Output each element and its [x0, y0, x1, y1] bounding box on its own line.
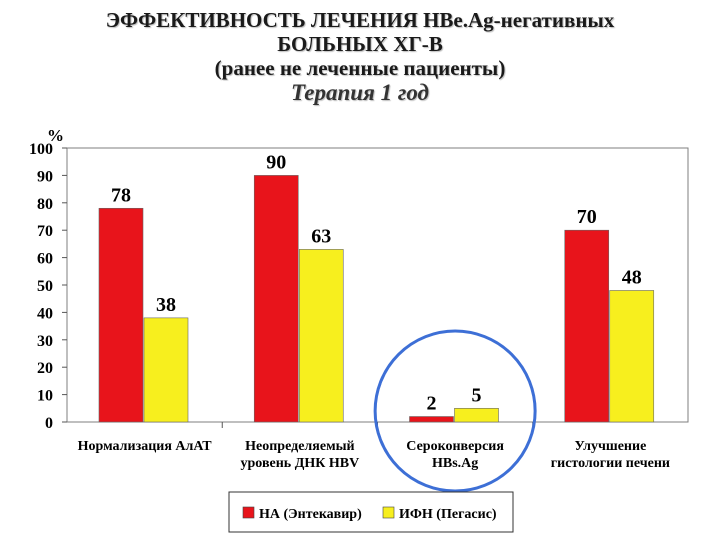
data-label: 70 — [577, 206, 597, 228]
bar-na — [564, 229, 610, 423]
bar-ifn — [609, 290, 655, 423]
y-tick-label: 0 — [45, 415, 53, 432]
title-line-3: (ранее не леченные пациенты) — [214, 56, 506, 80]
legend-box — [228, 491, 514, 533]
data-label: 38 — [156, 294, 176, 316]
chart-title: ЭФФЕКТИВНОСТЬ ЛЕЧЕНИЯ HBe.Ag-негативных … — [0, 8, 720, 106]
y-axis-label: % — [47, 126, 64, 145]
legend-swatch — [382, 506, 395, 519]
y-tick-label: 80 — [37, 196, 53, 213]
x-category-label: HBs.Ag — [432, 456, 478, 471]
data-label: 63 — [311, 225, 331, 247]
y-tick-label: 100 — [29, 141, 53, 158]
bar-na — [253, 175, 299, 423]
legend-swatch — [242, 506, 255, 519]
title-line-1: ЭФФЕКТИВНОСТЬ ЛЕЧЕНИЯ HBe.Ag-негативных — [105, 8, 615, 32]
x-category-label: Нормализация АлАТ — [78, 439, 213, 454]
legend-label: ИФН (Пегасис) — [399, 507, 497, 522]
y-tick-label: 70 — [37, 223, 53, 240]
x-category-label: гистологии печени — [551, 456, 670, 471]
y-tick-label: 10 — [37, 388, 53, 405]
x-category-label: Неопределяемый — [245, 439, 354, 454]
y-tick-label: 50 — [37, 278, 53, 295]
x-category-label: уровень ДНК HBV — [241, 456, 360, 471]
y-tick-label: 60 — [37, 251, 53, 268]
bar-na — [409, 416, 454, 423]
data-label: 78 — [111, 184, 131, 206]
y-tick-label: 90 — [37, 168, 53, 185]
data-label: 5 — [472, 384, 482, 406]
bar-ifn — [454, 407, 499, 423]
x-category-label: Сероконверсия — [406, 439, 504, 454]
y-tick-label: 30 — [37, 333, 53, 350]
highlight-circle — [373, 329, 537, 493]
title-line-2: БОЛЬНЫХ ХГ-В — [277, 32, 443, 56]
y-tick-label: 40 — [37, 305, 53, 322]
bar-na — [98, 207, 144, 423]
legend-label: НА (Энтекавир) — [259, 507, 362, 522]
data-label: 48 — [622, 266, 642, 288]
bar-ifn — [298, 249, 344, 423]
chart-subtitle: Терапия 1 год — [291, 80, 429, 105]
data-label: 90 — [266, 151, 286, 173]
x-category-label: Улучшение — [574, 439, 646, 454]
bar-ifn — [143, 317, 189, 423]
data-label: 2 — [427, 393, 437, 415]
y-tick-label: 20 — [37, 360, 53, 377]
